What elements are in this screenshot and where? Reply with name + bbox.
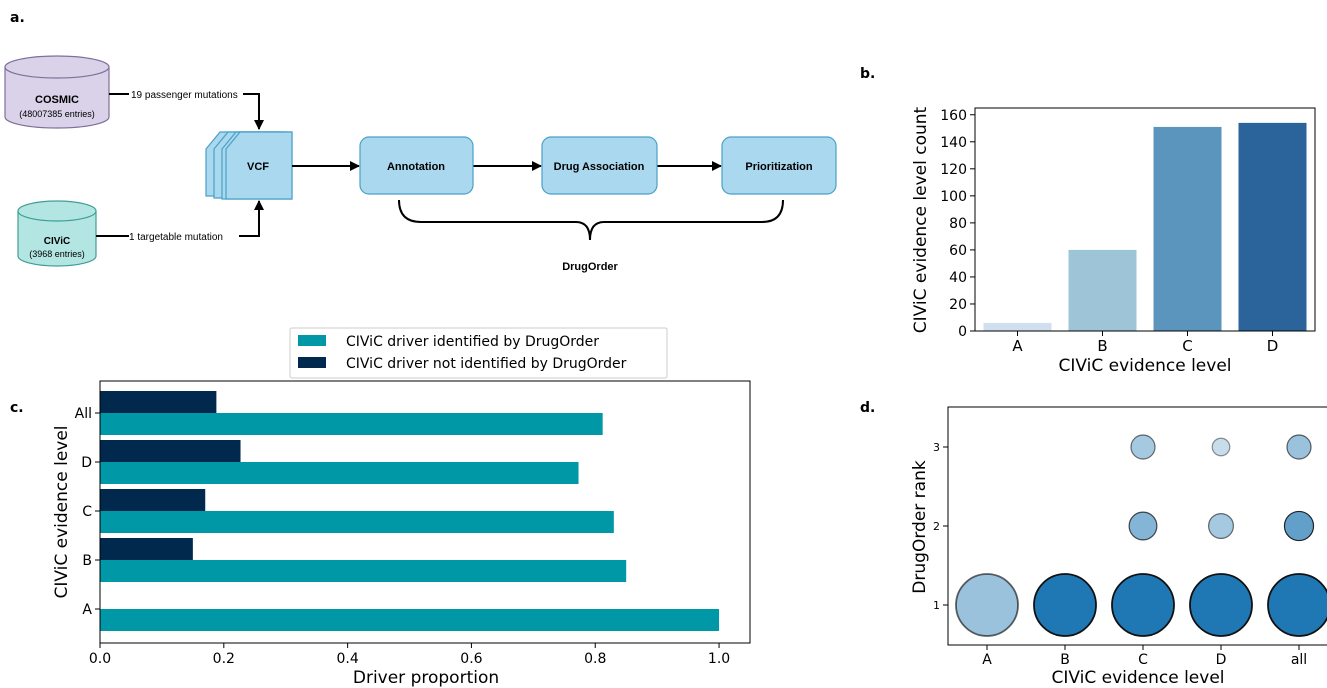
step-drug-association-label: Drug Association — [554, 161, 645, 173]
vcf-label: VCF — [247, 161, 269, 173]
chart-d-point-C-rank2 — [1128, 511, 1158, 541]
chart-b-ytick-label: 160 — [940, 108, 967, 124]
chart-c-bar-identified-D — [100, 462, 579, 484]
chart-c-bar-identified-A — [100, 609, 720, 631]
chart-b-ytick-label: 140 — [940, 135, 967, 151]
step-annotation: Annotation — [359, 136, 474, 195]
chart-b-ylabel: CIViC evidence level count — [911, 106, 931, 333]
chart-d-point-all-rank1 — [1267, 573, 1327, 637]
chart-d-point-all-rank3 — [1286, 434, 1312, 460]
cosmic-entries: (48007385 entries) — [19, 109, 95, 119]
chart-b-ytick-label: 100 — [940, 189, 967, 205]
edge-cosmic-label: 19 passenger mutations — [131, 90, 238, 101]
chart-d-point-B-rank1 — [1033, 573, 1097, 637]
chart-c-xtick-label: 0.2 — [213, 651, 235, 667]
chart-b-bar-B — [1068, 249, 1137, 331]
chart-b-xtick-label: C — [1182, 337, 1192, 355]
chart-d-ylabel: DrugOrder rank — [910, 460, 930, 594]
panel-label-b: b. — [860, 66, 875, 82]
chart-c-xtick-label: 0.4 — [336, 651, 358, 667]
step-prioritization: Prioritization — [721, 136, 837, 195]
chart-b-bar-C — [1153, 126, 1222, 332]
chart-c-xtick-label: 0.6 — [460, 651, 482, 667]
cosmic-name: COSMIC — [35, 94, 79, 106]
drugorder-label: DrugOrder — [562, 261, 618, 273]
civic-entries: (3968 entries) — [29, 249, 85, 259]
chart-d-point-A-rank1 — [955, 573, 1019, 637]
chart-c-bar-not-identified-D — [100, 440, 241, 462]
edge-civic-vcf: 1 targetable mutation — [96, 200, 264, 243]
legend-swatch-not-identified — [298, 357, 326, 368]
chart-c-ytick-label: A — [82, 602, 92, 618]
chart-b-ytick-label: 0 — [958, 324, 967, 340]
chart-d-ytick-label: 2 — [933, 520, 940, 533]
chart-d-point-D-rank1 — [1189, 573, 1253, 637]
vcf-file-stack: VCF — [205, 131, 293, 200]
chart-c-ytick-label: C — [82, 504, 92, 520]
chart-b-xtick-label: A — [1012, 337, 1023, 355]
chart-b-axes — [974, 107, 1316, 332]
legend-label-not-identified: CIViC driver not identified by DrugOrder — [346, 356, 627, 372]
legend-label-identified: CIViC driver identified by DrugOrder — [346, 334, 599, 350]
chart-c-bar-identified-All — [100, 413, 603, 435]
chart-c-xtick-label: 0.8 — [584, 651, 606, 667]
chart-b-bar-D — [1238, 122, 1307, 331]
chart-b-ytick-label: 60 — [949, 243, 967, 259]
chart-c-axes — [99, 380, 751, 644]
chart-c-ytick-label: All — [75, 406, 92, 422]
chart-c: CIViC driver identified by DrugOrder CIV… — [52, 327, 751, 688]
chart-d-xtick-label: A — [982, 652, 992, 668]
edge-cosmic-vcf: 19 passenger mutations — [109, 90, 264, 130]
chart-c-ytick-label: D — [81, 455, 92, 471]
step-annotation-label: Annotation — [387, 161, 445, 173]
cosmic-database: COSMIC (48007385 entries) — [4, 55, 110, 129]
chart-d-xtick-label: all — [1291, 652, 1307, 668]
chart-d-xtick-label: C — [1138, 652, 1148, 668]
step-prioritization-label: Prioritization — [745, 161, 813, 173]
chart-c-ylabel: CIViC evidence level — [52, 425, 72, 598]
chart-d-point-C-rank3 — [1130, 434, 1156, 460]
panel-label-d: d. — [860, 400, 875, 416]
chart-d-ytick-label: 1 — [933, 599, 940, 612]
chart-b-xlabel: CIViC evidence level — [1058, 356, 1231, 376]
legend-swatch-identified — [298, 335, 326, 346]
chart-d-point-C-rank1 — [1111, 573, 1175, 637]
chart-c-xlabel: Driver proportion — [353, 668, 499, 688]
civic-name: CIViC — [44, 236, 71, 247]
step-drug-association: Drug Association — [541, 136, 658, 195]
chart-c-bar-not-identified-C — [100, 489, 206, 511]
chart-d-point-all-rank2 — [1283, 510, 1315, 542]
chart-b-xtick-label: D — [1267, 337, 1279, 355]
chart-b-ytick-label: 20 — [949, 297, 967, 313]
chart-b-ytick-label: 40 — [949, 270, 967, 286]
drugorder-brace — [398, 199, 784, 241]
edge-civic-label: 1 targetable mutation — [129, 232, 223, 243]
chart-c-bar-identified-C — [100, 511, 614, 533]
panel-label-a: a. — [10, 10, 25, 26]
chart-d-xtick-label: D — [1216, 652, 1227, 668]
chart-d-point-D-rank2 — [1207, 512, 1234, 539]
chart-d-ytick-label: 3 — [933, 441, 940, 454]
chart-c-xtick-label: 0.0 — [89, 651, 111, 667]
chart-b: 0 20 40 60 80 100 120 140 160 A B C D CIViC evidenc… — [911, 106, 1316, 376]
chart-c-bar-not-identified-All — [100, 391, 217, 413]
panel-label-c: c. — [10, 400, 24, 416]
chart-d-point-D-rank3 — [1211, 437, 1231, 457]
chart-b-xtick-label: B — [1097, 337, 1107, 355]
chart-b-ytick-label: 80 — [949, 216, 967, 232]
civic-database: CIViC (3968 entries) — [17, 200, 97, 267]
chart-d-xtick-label: B — [1060, 652, 1070, 668]
chart-d-xlabel: CIViC evidence level — [1051, 668, 1224, 688]
chart-c-legend: CIViC driver identified by DrugOrder CIV… — [289, 327, 668, 379]
chart-c-xtick-label: 1.0 — [708, 651, 730, 667]
chart-c-bar-identified-B — [100, 560, 627, 582]
pipeline-diagram: COSMIC (48007385 entries) CIViC (3968 en… — [4, 55, 837, 273]
chart-b-ytick-label: 120 — [940, 162, 967, 178]
chart-c-bar-not-identified-B — [100, 538, 193, 560]
chart-b-bar-A — [983, 322, 1052, 331]
chart-c-ytick-label: B — [82, 553, 92, 569]
